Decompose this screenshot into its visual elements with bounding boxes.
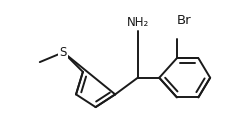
Text: S: S bbox=[60, 46, 67, 59]
Text: NH₂: NH₂ bbox=[126, 16, 149, 29]
Text: Br: Br bbox=[176, 15, 191, 27]
